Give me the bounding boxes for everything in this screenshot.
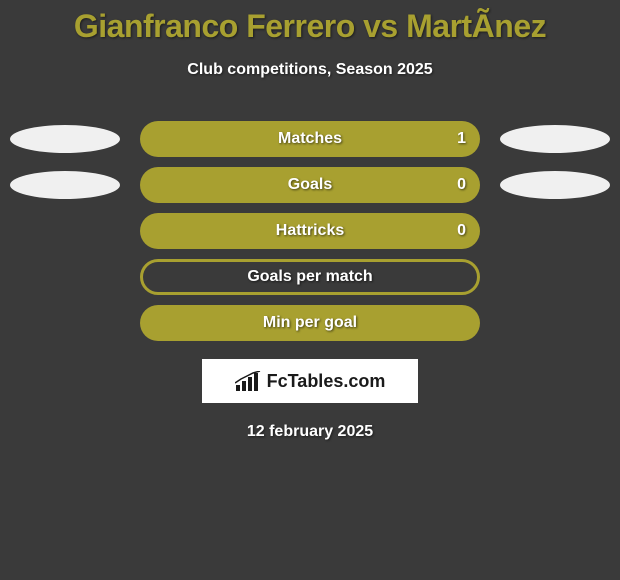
date-label: 12 february 2025 xyxy=(0,423,620,441)
stat-bar: Goals per match xyxy=(140,259,480,295)
player-right-marker xyxy=(500,125,610,153)
comparison-infographic: Gianfranco Ferrero vs MartÃ­nez Club com… xyxy=(0,0,620,441)
spacer xyxy=(500,263,610,291)
stat-label: Goals xyxy=(288,176,332,194)
stat-bar: Hattricks 0 xyxy=(140,213,480,249)
spacer xyxy=(10,217,120,245)
player-left-marker xyxy=(10,125,120,153)
player-left-marker xyxy=(10,171,120,199)
stat-row: Matches 1 xyxy=(0,121,620,157)
stat-label: Min per goal xyxy=(263,314,357,332)
stat-value: 1 xyxy=(457,130,466,148)
stats-list: Matches 1 Goals 0 Hattricks 0 Goals per match M… xyxy=(0,121,620,341)
stat-row: Min per goal xyxy=(0,305,620,341)
stat-label: Matches xyxy=(278,130,342,148)
player-right-marker xyxy=(500,171,610,199)
stat-label: Hattricks xyxy=(276,222,344,240)
spacer xyxy=(500,309,610,337)
stat-value: 0 xyxy=(457,176,466,194)
stat-label: Goals per match xyxy=(247,268,372,286)
stat-bar: Goals 0 xyxy=(140,167,480,203)
stat-row: Hattricks 0 xyxy=(0,213,620,249)
stat-bar: Matches 1 xyxy=(140,121,480,157)
spacer xyxy=(10,309,120,337)
subtitle: Club competitions, Season 2025 xyxy=(0,61,620,79)
stat-bar: Min per goal xyxy=(140,305,480,341)
stat-row: Goals per match xyxy=(0,259,620,295)
source-logo: FcTables.com xyxy=(202,359,418,403)
spacer xyxy=(10,263,120,291)
page-title: Gianfranco Ferrero vs MartÃ­nez xyxy=(0,8,620,45)
spacer xyxy=(500,217,610,245)
logo-text: FcTables.com xyxy=(267,371,386,392)
bar-chart-icon xyxy=(235,371,261,391)
stat-value: 0 xyxy=(457,222,466,240)
stat-row: Goals 0 xyxy=(0,167,620,203)
